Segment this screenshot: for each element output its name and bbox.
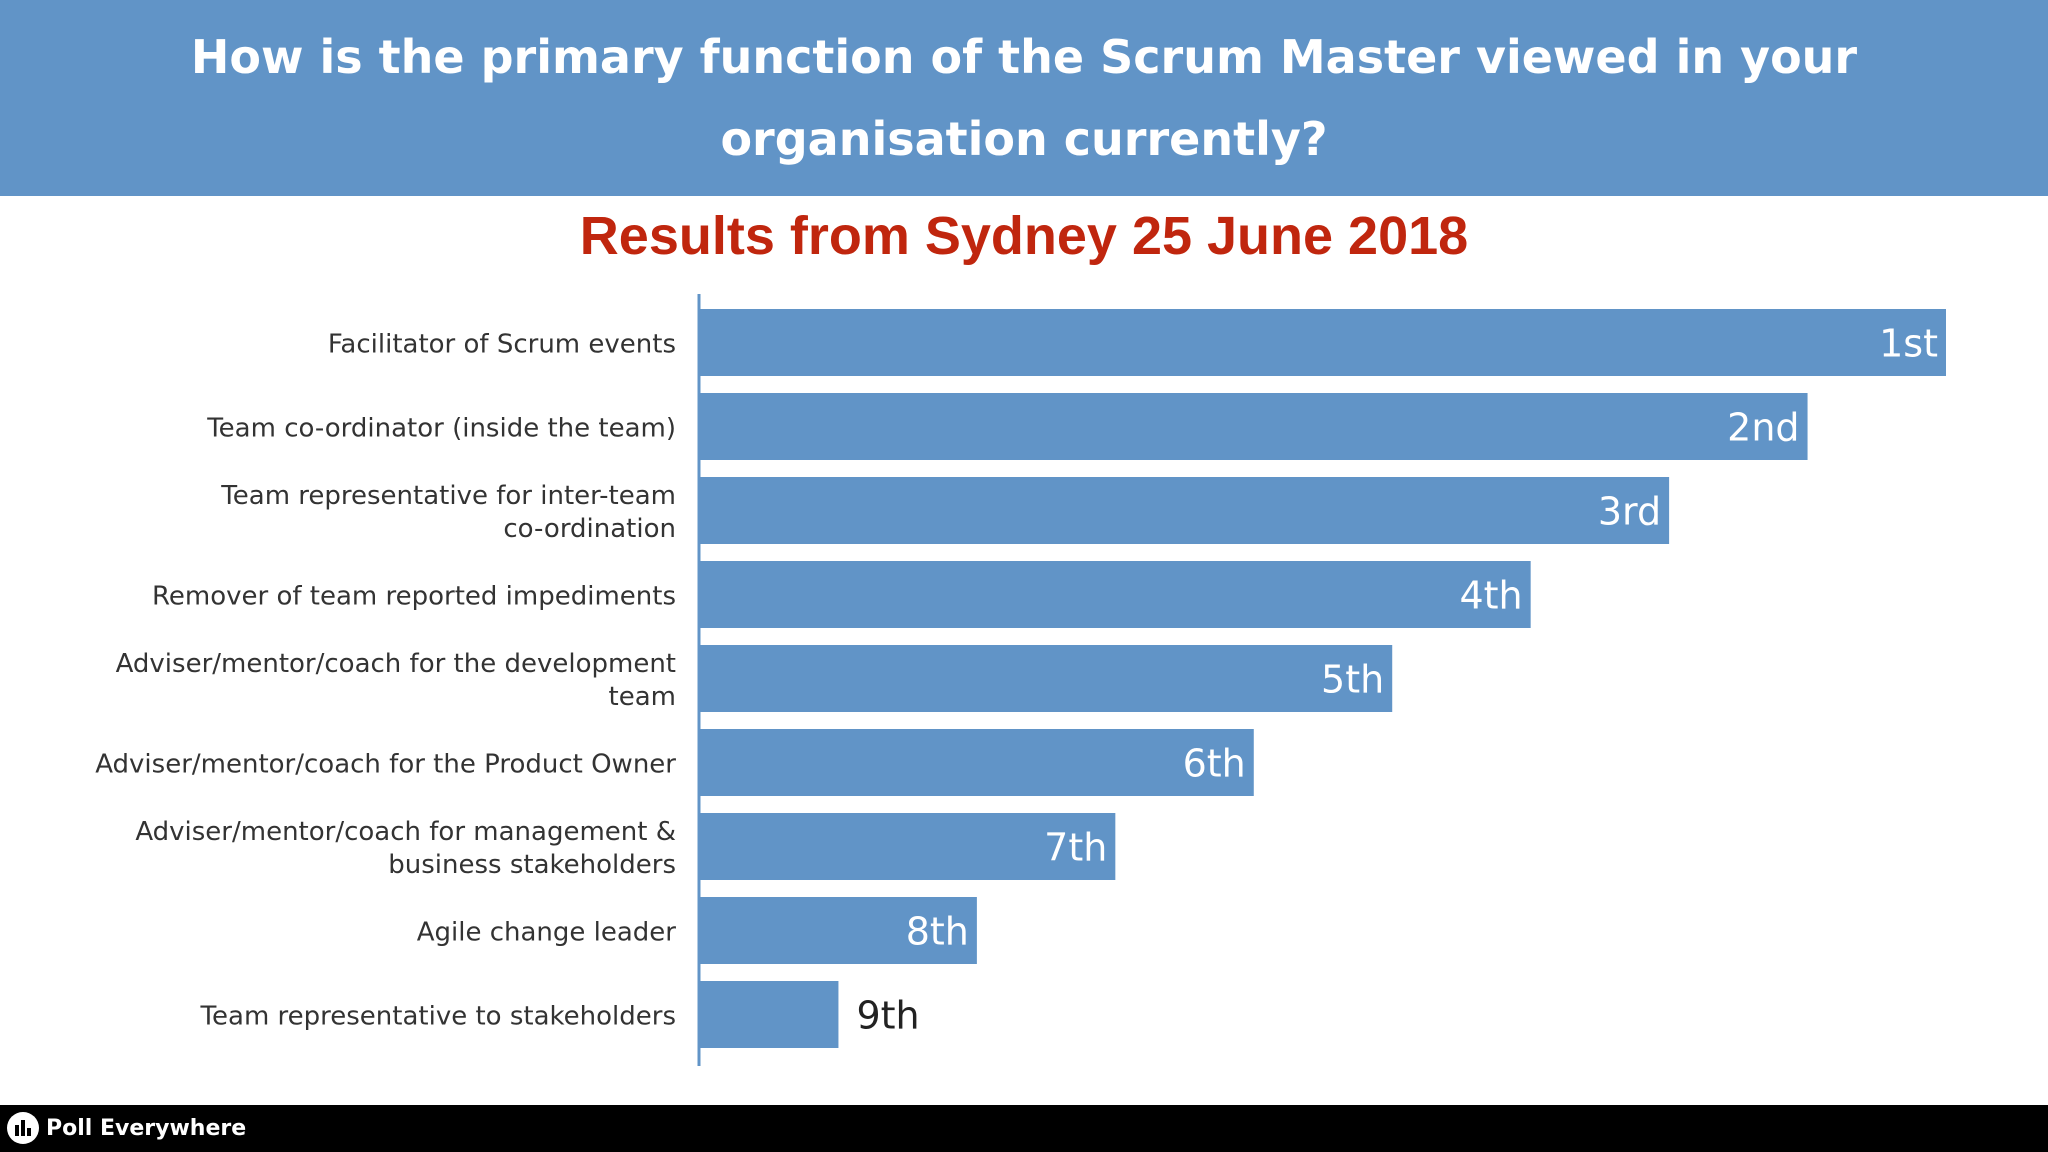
bar-data-label: 3rd	[1598, 490, 1661, 534]
category-label: Team co-ordinator (inside the team)	[206, 414, 676, 444]
bar	[700, 897, 977, 964]
bar	[700, 645, 1393, 712]
category-label: Adviser/mentor/coach for management & bus…	[135, 817, 676, 880]
bar-data-label: 5th	[1321, 658, 1384, 702]
question-header: How is the primary function of the Scrum…	[0, 0, 2048, 196]
bar-group: 6th Adviser/mentor/coach for the Product …	[95, 729, 1254, 796]
bar-group: 4th Remover of team reported impediments	[152, 561, 1531, 628]
bar-data-label: 9th	[856, 994, 919, 1038]
bar-group: 5th Adviser/mentor/coach for the developm…	[116, 645, 1393, 712]
bar-group: 3rd Team representative for inter-team co-…	[220, 477, 1670, 544]
bar	[700, 309, 1946, 376]
bar-data-label: 7th	[1044, 826, 1107, 870]
bar-group: 2nd Team co-ordinator (inside the team)	[206, 393, 1808, 460]
footer-bar: Poll Everywhere	[0, 1105, 2048, 1152]
category-label: Remover of team reported impediments	[152, 582, 676, 612]
poll-everywhere-logo-icon	[7, 1112, 39, 1144]
category-label: Team representative for inter-team co-ord…	[220, 481, 676, 544]
bar-group: 1st Facilitator of Scrum events	[328, 309, 1946, 376]
bar-data-label: 8th	[906, 910, 969, 954]
bar	[700, 561, 1531, 628]
bar	[700, 477, 1670, 544]
bar	[700, 981, 839, 1048]
brand-name: Poll Everywhere	[46, 1116, 247, 1141]
category-label: Team representative to stakeholders	[200, 1002, 676, 1032]
bar	[700, 393, 1808, 460]
bar-data-label: 4th	[1459, 574, 1522, 618]
results-subtitle: Results from Sydney 25 June 2018	[579, 206, 1469, 266]
bar-group: 9th Team representative to stakeholders	[200, 981, 920, 1048]
bar-data-label: 6th	[1183, 742, 1246, 786]
category-label: Agile change leader	[417, 918, 677, 948]
bar-group: 8th Agile change leader	[417, 897, 977, 964]
bar-group: 7th Adviser/mentor/coach for management &…	[135, 813, 1116, 880]
category-label: Facilitator of Scrum events	[328, 330, 676, 360]
ranking-bar-chart: 1st Facilitator of Scrum events 2nd Team co…	[95, 294, 1946, 1066]
bar-data-label: 1st	[1879, 322, 1938, 366]
bar	[700, 729, 1254, 796]
bar	[700, 813, 1116, 880]
category-label: Adviser/mentor/coach for the development…	[116, 649, 676, 712]
bar-data-label: 2nd	[1727, 406, 1799, 450]
category-label: Adviser/mentor/coach for the Product Own…	[95, 750, 676, 780]
question-title: How is the primary function of the Scrum…	[190, 30, 1858, 166]
